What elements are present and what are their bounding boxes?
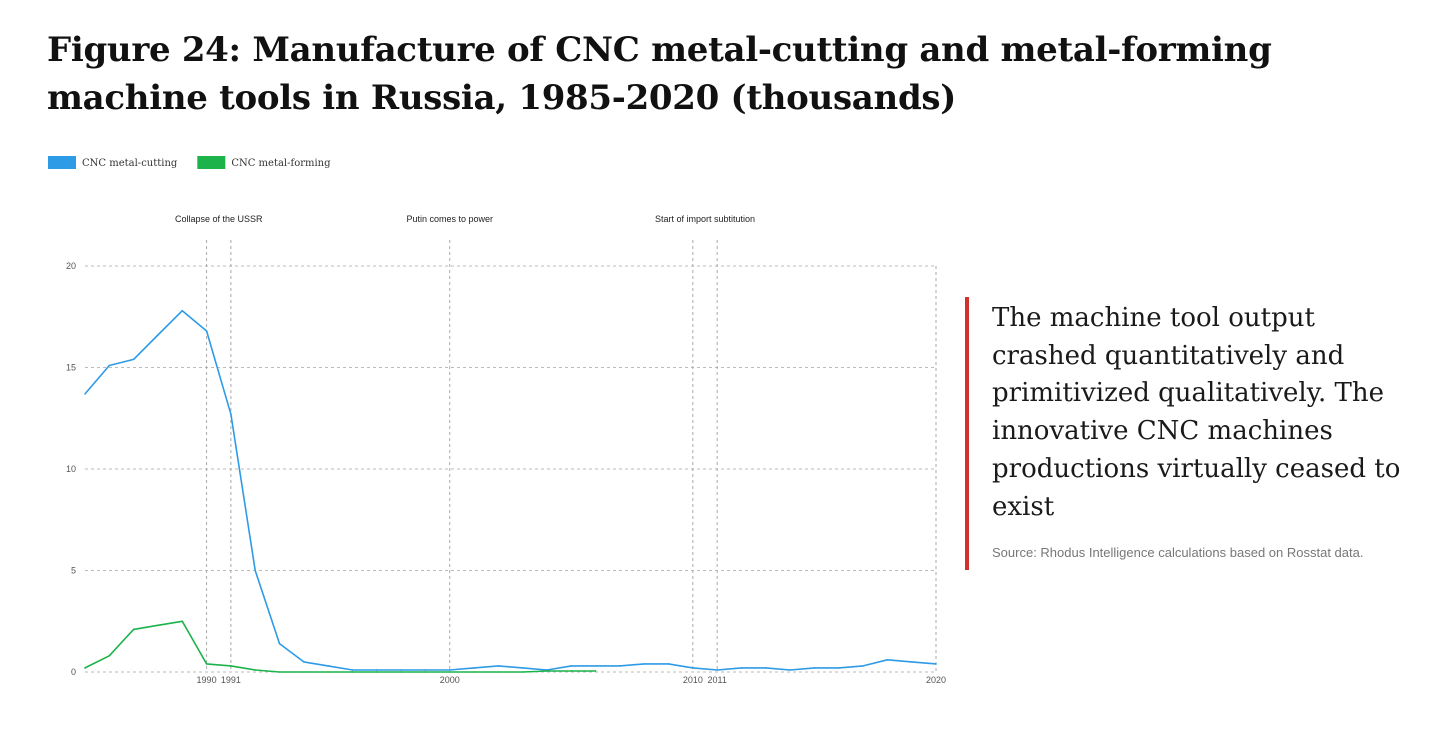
legend-swatch-1 <box>48 156 76 169</box>
series-1-point-1996 <box>351 669 354 671</box>
page-title: Figure 24: Manufacture of CNC metal-cutt… <box>47 30 1272 118</box>
series-2-point-1994 <box>303 671 305 673</box>
line-chart: CNC metal-cutting CNC metal-forming Colla… <box>48 156 946 685</box>
annotation-3: Start of import subtitution <box>655 214 755 224</box>
x-tick-label-1990: 1990 <box>197 675 217 685</box>
series-1-point-1989 <box>181 309 184 312</box>
series-1-point-1990 <box>205 330 208 332</box>
series-1-point-1991 <box>230 413 232 415</box>
series-1-point-1987 <box>132 358 135 361</box>
series-1-point-1986 <box>108 364 111 367</box>
series-1-point-2008 <box>643 663 646 665</box>
series-1-point-2018 <box>886 659 889 661</box>
series-2-point-1995 <box>327 671 329 673</box>
series-2-point-1988 <box>157 624 159 627</box>
series-1-point-2019 <box>910 661 913 663</box>
series-1-point-2014 <box>789 669 791 671</box>
x-tick-label-1991: 1991 <box>221 675 241 685</box>
legend-label-2: CNC metal-forming <box>231 158 331 169</box>
series-1-point-1994 <box>303 661 305 663</box>
series-2-point-1997 <box>375 671 378 673</box>
series-2-point-2004 <box>546 670 548 672</box>
chart-legend: CNC metal-cutting CNC metal-forming <box>48 156 331 169</box>
y-tick-label-0: 0 <box>71 667 76 677</box>
callout-text: The machine tool output crashed quantita… <box>992 303 1401 522</box>
series-1-point-2003 <box>521 667 524 669</box>
series-2-point-2005 <box>570 670 573 672</box>
annotation-2: Putin comes to power <box>406 214 493 224</box>
series-1-point-2002 <box>497 665 500 667</box>
series-1-point-1995 <box>327 665 329 667</box>
chart-series <box>84 309 937 673</box>
series-1-point-2012 <box>740 667 743 669</box>
y-tick-label-10: 10 <box>66 464 76 474</box>
x-tick-label-2010: 2010 <box>683 675 703 685</box>
series-2-point-1986 <box>108 654 111 657</box>
legend-label-1: CNC metal-cutting <box>82 158 178 169</box>
y-tick-label-5: 5 <box>71 566 76 576</box>
series-1-point-2006 <box>594 665 597 667</box>
y-tick-label-20: 20 <box>66 261 76 271</box>
series-2-point-1996 <box>351 671 354 673</box>
source-note: Source: Rhodus Intelligence calculations… <box>992 545 1364 560</box>
y-tick-label-15: 15 <box>66 363 76 373</box>
chart-grid <box>85 265 936 673</box>
series-2-point-1985 <box>84 667 86 669</box>
series-2-point-1989 <box>181 620 184 623</box>
y-axis-ticks: 0 5 10 15 20 <box>66 261 76 677</box>
event-annotations: Collapse of the USSR Putin comes to power… <box>175 214 755 224</box>
series-2-point-2006 <box>594 670 597 672</box>
series-2-point-2001 <box>473 671 475 673</box>
callout-accent-bar <box>965 297 969 570</box>
series-1-point-1992 <box>254 569 256 572</box>
series-1-point-2020 <box>935 663 937 665</box>
series-2-point-1991 <box>230 665 232 667</box>
series-2-point-1990 <box>205 663 208 665</box>
series-1-point-2007 <box>619 665 621 667</box>
x-tick-label-2000: 2000 <box>440 675 460 685</box>
series-1-point-2001 <box>473 667 475 669</box>
event-lines <box>206 240 937 672</box>
x-axis-ticks: 1990 1991 2000 2010 2011 2020 <box>197 675 946 685</box>
series-1-point-1993 <box>278 642 281 645</box>
series-1-point-1997 <box>375 669 378 671</box>
series-2-point-2003 <box>521 671 524 673</box>
series-1-point-2000 <box>448 669 451 671</box>
series-2-point-1998 <box>400 671 402 673</box>
series-2-point-1999 <box>424 671 427 673</box>
x-tick-label-2020: 2020 <box>926 675 946 685</box>
series-1-point-1988 <box>157 334 159 336</box>
x-tick-label-2011: 2011 <box>707 675 726 685</box>
series-1-point-2016 <box>837 667 840 669</box>
series-1-point-2015 <box>813 667 816 669</box>
series-2-point-1987 <box>132 628 135 631</box>
series-1-point-1985 <box>84 393 86 395</box>
series-1-point-2010 <box>692 667 694 669</box>
series-2-point-2002 <box>497 671 500 673</box>
series-1-point-2017 <box>862 665 864 667</box>
series-line-2 <box>84 620 596 673</box>
series-1-point-1998 <box>400 669 402 671</box>
legend-swatch-2 <box>197 156 226 169</box>
series-1-point-2013 <box>765 667 767 669</box>
series-1-point-2005 <box>570 665 573 667</box>
annotation-1: Collapse of the USSR <box>175 214 263 224</box>
series-2-point-1993 <box>278 671 281 673</box>
series-1-point-2011 <box>716 669 718 671</box>
series-1-point-2009 <box>667 663 670 665</box>
series-line-1 <box>84 309 937 671</box>
series-1-point-1999 <box>424 669 427 671</box>
series-2-point-2000 <box>448 671 451 673</box>
series-2-point-1992 <box>254 669 256 671</box>
